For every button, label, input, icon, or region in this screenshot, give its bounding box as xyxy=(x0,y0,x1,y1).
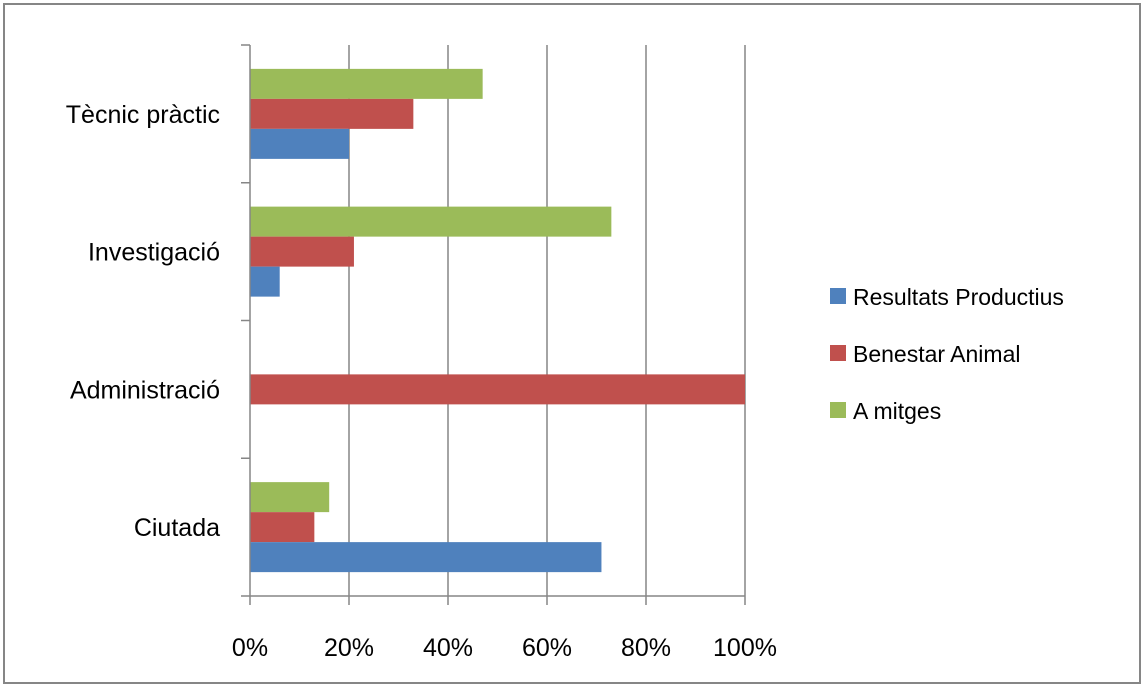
bar-chart: Tècnic pràctic Investigació Administració C… xyxy=(66,44,1064,662)
x-tick-label: 20% xyxy=(324,634,374,662)
bar-tecnic-practic-a-mitges xyxy=(250,68,483,99)
legend-label-benestar-animal: Benestar Animal xyxy=(853,341,1020,367)
bar-ciutada-a-mitges xyxy=(250,482,330,513)
x-tick-label: 40% xyxy=(423,634,473,662)
legend-swatch-benestar-animal xyxy=(830,345,846,361)
x-tick-label: 100% xyxy=(713,634,777,662)
x-tick-label: 60% xyxy=(522,634,572,662)
axes xyxy=(241,44,746,605)
bar-ciutada-benestar-animal xyxy=(250,512,315,543)
bar-tecnic-practic-benestar-animal xyxy=(250,98,414,129)
legend-label-resultats-productius: Resultats Productius xyxy=(853,284,1064,310)
bar-tecnic-practic-resultats-productius xyxy=(250,128,349,159)
category-label-administracio: Administració xyxy=(70,376,220,404)
x-tick-label: 80% xyxy=(621,634,671,662)
x-tick-label: 0% xyxy=(232,634,268,662)
bar-investigacio-a-mitges xyxy=(250,206,612,237)
category-label-investigacio: Investigació xyxy=(88,239,220,267)
legend-label-a-mitges: A mitges xyxy=(853,398,941,424)
bar-administracio-benestar-animal xyxy=(250,374,745,405)
legend-swatch-a-mitges xyxy=(830,402,846,418)
bar-investigacio-benestar-animal xyxy=(250,236,354,267)
bars xyxy=(250,68,745,573)
category-label-ciutada: Ciutada xyxy=(134,514,220,542)
gridlines xyxy=(348,45,746,596)
chart-frame: Tècnic pràctic Investigació Administració C… xyxy=(3,3,1141,684)
bar-investigacio-resultats-productius xyxy=(250,266,280,297)
bar-ciutada-resultats-productius xyxy=(250,542,602,573)
legend: Resultats Productius Benestar Animal A mit… xyxy=(830,284,1064,424)
legend-swatch-resultats-productius xyxy=(830,288,846,304)
category-label-tecnic-practic: Tècnic pràctic xyxy=(66,101,220,129)
tick-labels: Tècnic pràctic Investigació Administració C… xyxy=(66,101,777,662)
